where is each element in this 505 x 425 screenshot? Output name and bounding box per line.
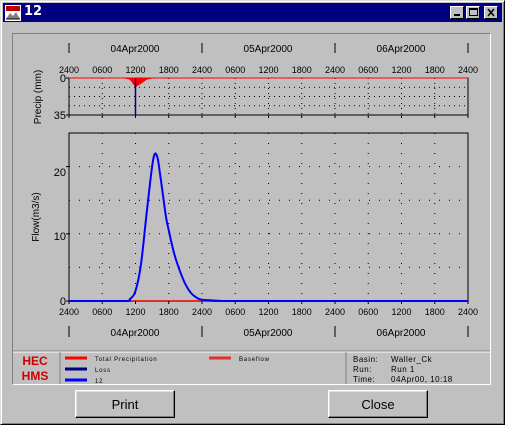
top-hour-tick-label: 2400 [192,65,212,75]
bottom-hour-tick-label: 0600 [358,307,378,317]
bottom-date-axis: 04Apr2000 05Apr2000 06Apr2000 [68,326,469,339]
maximize-button[interactable] [466,6,480,19]
minimize-button[interactable] [450,6,464,19]
bottom-hour-tick-label: 2400 [325,307,345,317]
top-hour-tick-label: 1800 [292,65,312,75]
legend-label-baseflow: Baseflow [239,357,270,363]
flow-plot-frame [68,132,469,302]
top-hour-tick-label: 1200 [125,65,145,75]
hec-hms-app-icon [5,5,21,21]
flow-axis-label: Flow(m3/s) [31,192,42,241]
basin-value: Waller_Ck [391,355,433,364]
precip-axis-label: Precip (mm) [33,70,44,124]
top-hour-tick-label: 0600 [92,65,112,75]
bottom-hour-tick-label: 1800 [292,307,312,317]
bottom-date-label-1: 04Apr2000 [111,328,160,339]
bottom-hour-tick-label: 1800 [425,307,445,317]
run-label: Run: [353,365,372,374]
window-title: 12 [24,4,43,19]
bottom-hour-tick-label: 1800 [159,307,179,317]
top-date-axis: 04Apr2000 05Apr2000 06Apr2000 [68,43,469,55]
top-hour-tick-labels: 2400 0600 1200 1800 2400 0600 1200 1800 2400 0600… [59,65,478,118]
flow-ytick-10: 10 [54,231,66,243]
precip-ytick-0: 0 [60,73,66,85]
time-value: 04Apr00, 10:18 [391,375,453,384]
top-hour-tick-label: 2400 [325,65,345,75]
flow-grid [66,133,468,302]
top-hour-tick-label: 0600 [225,65,245,75]
bottom-hour-tick-label: 1200 [391,307,411,317]
precip-ytick-35: 35 [54,110,66,122]
flow-ytick-0: 0 [60,296,66,308]
hydrograph-chart: 04Apr2000 05Apr2000 06Apr2000 2400 0600 12… [13,43,490,385]
top-date-label-2: 05Apr2000 [244,44,293,55]
bottom-hour-tick-label: 0600 [225,307,245,317]
bottom-hour-tick-label: 1200 [125,307,145,317]
bottom-hour-tick-label: 0600 [92,307,112,317]
bottom-hour-tick-label: 2400 [59,307,79,317]
top-hour-tick-label: 0600 [358,65,378,75]
bottom-date-label-2: 05Apr2000 [244,328,293,339]
total-precipitation-series [124,77,153,88]
close-button[interactable]: Close [328,390,428,418]
basin-label: Basin: [353,355,378,364]
top-hour-tick-label: 1200 [258,65,278,75]
top-hour-tick-label: 1800 [425,65,445,75]
precip-grid [66,77,468,116]
flow-ytick-20: 20 [54,167,66,179]
run-value: Run 1 [391,365,415,374]
top-date-label-3: 06Apr2000 [377,44,426,55]
chart-panel: 04Apr2000 05Apr2000 06Apr2000 2400 0600 12… [12,33,491,385]
bottom-hour-tick-label: 1200 [258,307,278,317]
title-bar[interactable]: 12 [3,3,502,22]
legend-label-loss: Loss [95,368,111,374]
legend: Total Precipitation Loss 12 Baseflow [65,356,270,385]
bottom-hour-tick-labels: 2400 0600 1200 1800 2400 0600 1200 1800 2400 0600… [59,301,478,317]
maximize-icon [469,8,478,16]
close-icon [487,8,495,17]
top-hour-tick-label: 1200 [391,65,411,75]
top-hour-tick-label: 2400 [458,65,478,75]
top-hour-tick-label: 1800 [159,65,179,75]
flow-12-series [68,152,468,303]
legend-label-total-precipitation: Total Precipitation [95,357,158,363]
top-hour-tick-label: 2400 [59,65,79,75]
run-info: Basin: Waller_Ck Run: Run 1 Time: 04Apr0… [353,355,453,384]
minimize-icon [454,14,460,16]
close-window-button[interactable] [484,6,498,19]
legend-label-12: 12 [95,379,103,384]
hec-logo-line2: HMS [22,369,49,383]
hec-logo-line1: HEC [22,354,48,368]
print-button[interactable]: Print [75,390,175,418]
time-label: Time: [353,375,375,384]
bottom-hour-tick-label: 2400 [458,307,478,317]
top-date-label-1: 04Apr2000 [111,44,160,55]
bottom-date-label-3: 06Apr2000 [377,328,426,339]
precip-series [69,77,468,115]
flow-series [68,152,468,303]
bottom-hour-tick-label: 2400 [192,307,212,317]
